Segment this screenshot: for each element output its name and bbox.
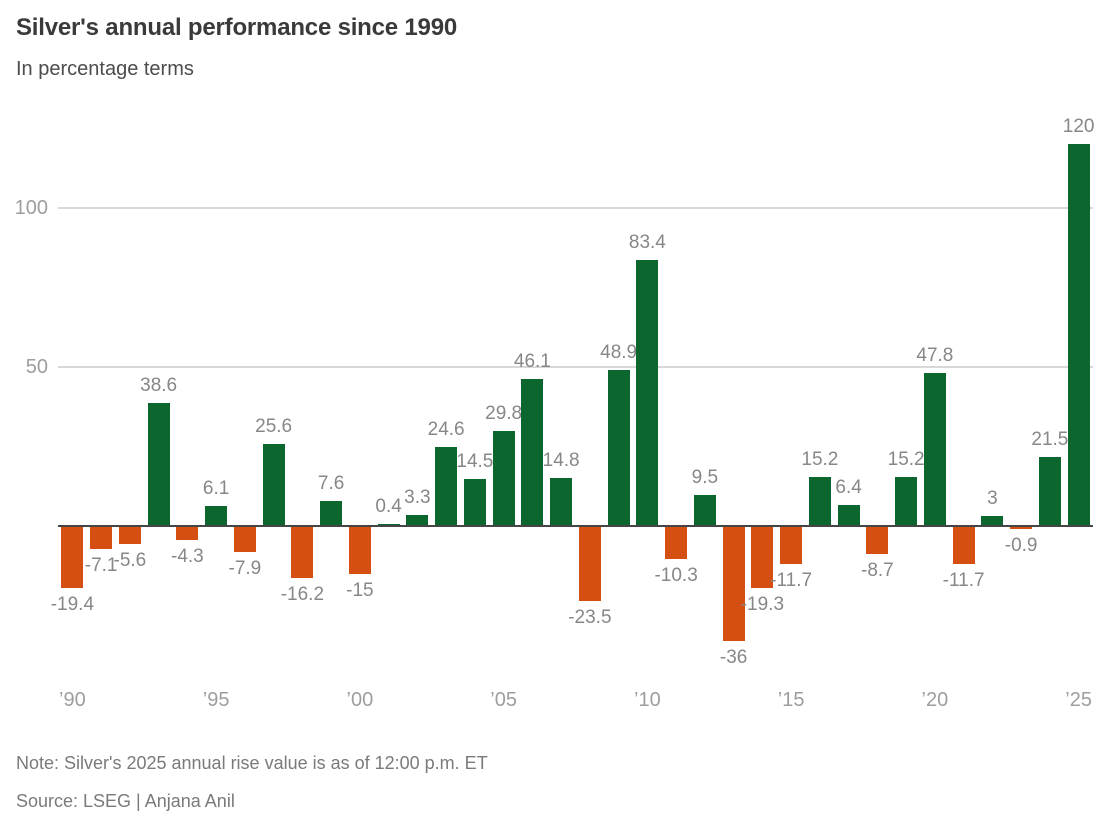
chart-title: Silver's annual performance since 1990 [16, 14, 457, 41]
bar-value-label-1992: -5.6 [113, 550, 147, 572]
bar-value-label-1997: 25.6 [255, 416, 293, 438]
gridline-50 [58, 365, 1093, 368]
bar-value-label-2024: 21.5 [1031, 429, 1069, 451]
x-axis-tick-2020: ’20 [921, 689, 949, 711]
bar-1993 [147, 402, 170, 526]
bar-2000 [348, 526, 371, 575]
chart-subtitle: In percentage terms [16, 58, 194, 80]
bar-2009 [607, 369, 630, 526]
bar-value-label-2012: 9.5 [691, 467, 719, 489]
source-text: Source: LSEG | Anjana Anil [16, 791, 235, 811]
bar-2019 [895, 477, 918, 526]
bar-value-label-1994: -4.3 [171, 546, 204, 568]
bar-value-label-1998: -16.2 [280, 584, 325, 606]
bar-value-label-2006: 46.1 [513, 350, 551, 372]
bar-2007 [550, 478, 573, 526]
zero-axis-line [58, 524, 1093, 527]
bar-value-label-1999: 7.6 [317, 473, 345, 495]
bar-2013 [722, 526, 745, 641]
bar-value-label-2020: 47.8 [916, 345, 954, 367]
bar-value-label-1993: 38.6 [140, 374, 178, 396]
x-axis-tick-2025: ’25 [1065, 689, 1092, 711]
bar-1998 [291, 526, 314, 579]
note-text: Note: Silver's 2025 annual rise value is… [16, 753, 488, 773]
bar-value-label-1995: 6.1 [202, 478, 230, 500]
bar-1992 [118, 526, 141, 545]
bar-value-label-2002: 3.3 [404, 487, 431, 508]
bar-value-label-2003: 24.6 [427, 419, 465, 441]
bar-2017 [837, 505, 860, 526]
bar-2015 [780, 526, 803, 564]
bar-1995 [205, 506, 228, 526]
bar-2020 [923, 373, 946, 526]
bar-value-label-2025: 120 [1062, 115, 1095, 137]
x-axis-tick-2005: ’05 [490, 689, 517, 711]
bar-1991 [90, 526, 113, 550]
bar-2016 [808, 477, 831, 526]
bar-2024 [1038, 457, 1061, 526]
bar-2001 [377, 524, 400, 526]
x-axis-tick-2015: ’15 [777, 689, 805, 711]
x-axis-tick-1995: ’95 [202, 689, 230, 711]
bar-value-label-1996: -7.9 [228, 557, 262, 579]
bar-value-label-2017: 6.4 [835, 477, 862, 499]
bar-value-label-2014: -19.3 [740, 593, 785, 615]
x-axis-tick-2010: ’10 [634, 689, 661, 711]
bar-value-label-2004: 14.5 [456, 451, 494, 473]
bar-2002 [406, 515, 429, 526]
bar-value-label-2001: 0.4 [375, 496, 402, 518]
bar-1997 [262, 444, 285, 526]
bar-2008 [578, 526, 601, 602]
bar-2022 [981, 515, 1004, 526]
bar-2003 [435, 447, 458, 526]
y-axis-tick-50: 50 [25, 355, 48, 378]
bar-value-label-2005: 29.8 [485, 402, 523, 424]
bar-value-label-2023: -0.9 [1004, 535, 1038, 557]
bar-value-label-2021: -11.7 [942, 569, 985, 591]
bar-value-label-1990: -19.4 [50, 594, 95, 616]
bar-value-label-2019: 15.2 [887, 449, 925, 471]
bar-value-label-2013: -36 [719, 646, 748, 668]
x-axis-tick-1990: ’90 [59, 689, 86, 711]
gridline-100 [58, 206, 1093, 209]
bar-value-label-2018: -8.7 [861, 560, 894, 582]
bar-2014 [751, 526, 774, 588]
x-axis-tick-2000: ’00 [346, 689, 374, 711]
bar-value-label-2022: 3 [987, 487, 998, 509]
y-axis-tick-100: 100 [14, 196, 48, 219]
bar-2004 [463, 479, 486, 526]
bar-value-label-2015: -11.7 [770, 569, 813, 591]
bar-value-label-2000: -15 [346, 580, 374, 602]
bar-1994 [176, 526, 199, 541]
bar-value-label-2007: 14.8 [542, 450, 580, 472]
bar-value-label-2008: -23.5 [568, 607, 612, 629]
bar-2011 [665, 526, 688, 560]
bar-2023 [1010, 526, 1033, 530]
bar-value-label-2011: -10.3 [654, 565, 698, 587]
bar-2005 [492, 430, 515, 526]
bar-2012 [693, 495, 716, 526]
bar-2025 [1067, 143, 1090, 526]
bar-2021 [952, 526, 975, 564]
bar-1996 [233, 526, 256, 552]
bar-value-label-2016: 15.2 [801, 449, 839, 471]
bar-value-label-1991: -7.1 [84, 555, 118, 577]
bar-2010 [636, 260, 659, 526]
bar-value-label-2009: 48.9 [600, 341, 638, 363]
bar-1990 [61, 526, 84, 589]
bar-1999 [320, 501, 343, 526]
bar-2018 [866, 526, 889, 555]
bar-2006 [521, 378, 544, 526]
bar-value-label-2010: 83.4 [628, 232, 666, 254]
